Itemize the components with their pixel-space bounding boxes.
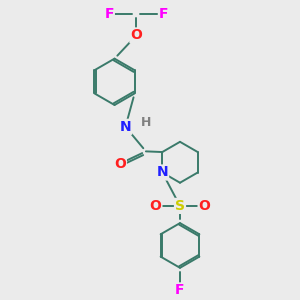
Text: N: N bbox=[120, 120, 131, 134]
Text: F: F bbox=[104, 7, 114, 21]
Text: F: F bbox=[175, 284, 185, 298]
Text: O: O bbox=[199, 199, 211, 213]
Text: H: H bbox=[140, 116, 151, 129]
Text: O: O bbox=[114, 157, 126, 171]
Text: F: F bbox=[159, 7, 168, 21]
Text: S: S bbox=[175, 199, 185, 213]
Text: N: N bbox=[157, 166, 168, 179]
Text: O: O bbox=[130, 28, 142, 43]
Text: O: O bbox=[149, 199, 161, 213]
